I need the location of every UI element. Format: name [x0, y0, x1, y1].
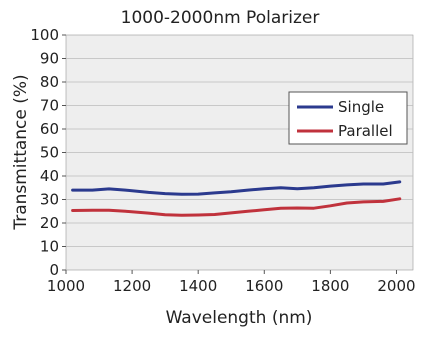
y-tick-label-100: 100 [30, 26, 59, 44]
y-tick-label-70: 70 [40, 97, 59, 115]
x-tick-label-1200: 1200 [113, 277, 151, 295]
legend-label-single: Single [338, 98, 384, 116]
chart-title: 1000-2000nm Polarizer [121, 8, 320, 28]
x-tick-label-1800: 1800 [311, 277, 349, 295]
series-line-single [71, 180, 402, 196]
y-axis-label: Transmittance (%) [11, 74, 31, 230]
y-tick-label-80: 80 [40, 73, 59, 91]
x-tick-labels: 1000 1200 1400 1600 1800 2000 [47, 270, 416, 295]
y-tick-label-30: 30 [40, 191, 59, 209]
y-tick-label-90: 90 [40, 50, 59, 68]
legend: Single Parallel [288, 91, 408, 145]
y-tick-label-40: 40 [40, 167, 59, 185]
series-line-parallel [71, 197, 402, 217]
y-tick-labels: 0 10 20 30 40 50 60 70 80 90 100 [30, 26, 66, 279]
x-axis-label: Wavelength (nm) [166, 308, 313, 328]
y-tick-label-60: 60 [40, 120, 59, 138]
x-tick-label-2000: 2000 [377, 277, 415, 295]
legend-label-parallel: Parallel [338, 122, 393, 140]
x-tick-label-1400: 1400 [179, 277, 217, 295]
y-tick-label-50: 50 [40, 144, 59, 162]
x-tick-label-1000: 1000 [47, 277, 85, 295]
y-tick-label-10: 10 [40, 238, 59, 256]
y-tick-label-0: 0 [49, 261, 59, 279]
series-lines [71, 180, 402, 217]
legend-box [288, 91, 408, 145]
x-tick-label-1600: 1600 [245, 277, 283, 295]
y-tick-label-20: 20 [40, 214, 59, 232]
